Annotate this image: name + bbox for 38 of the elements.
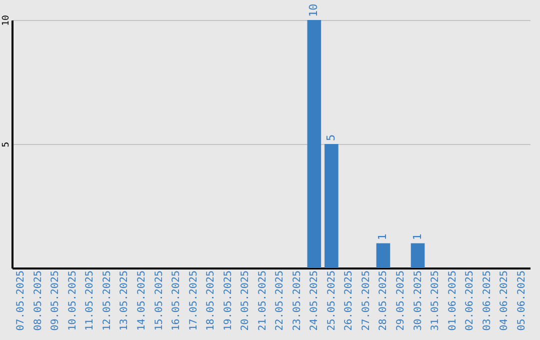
x-tick-label: 02.06.2025: [464, 270, 476, 331]
x-tick-label: 05.06.2025: [516, 270, 528, 331]
x-tick-label: 21.05.2025: [257, 270, 268, 331]
x-tick-label: 11.05.2025: [84, 270, 96, 331]
bar: [376, 243, 390, 268]
data-label: 10: [307, 4, 320, 17]
x-tick-label: 07.05.2025: [16, 270, 27, 331]
x-tick-label: 16.05.2025: [171, 270, 182, 331]
x-tick-label: 22.05.2025: [274, 270, 286, 331]
data-label: 1: [410, 234, 424, 240]
x-tick-label: 26.05.2025: [344, 270, 355, 331]
x-tick-label: 30.05.2025: [412, 270, 424, 331]
x-tick-label: 25.05.2025: [326, 270, 338, 331]
data-label: 1: [376, 234, 390, 240]
x-tick-label: 14.05.2025: [136, 270, 148, 331]
x-tick-label: 12.05.2025: [102, 270, 113, 331]
x-tick-label: 27.05.2025: [360, 270, 372, 331]
bar: [324, 144, 338, 268]
x-tick-label: 20.05.2025: [240, 270, 252, 331]
x-tick-label: 23.05.2025: [292, 270, 303, 331]
x-tick-label: 15.05.2025: [154, 270, 165, 331]
x-tick-label: 18.05.2025: [206, 270, 217, 331]
x-tick-label: 08.05.2025: [32, 270, 44, 331]
x-tick-label: 10.05.2025: [67, 270, 78, 331]
x-tick-label: 13.05.2025: [119, 270, 130, 331]
data-label: 5: [324, 134, 338, 141]
bar: [307, 20, 322, 268]
x-tick-label: 09.05.2025: [50, 270, 62, 331]
x-tick-label: 24.05.2025: [309, 270, 320, 331]
x-tick-label: 28.05.2025: [378, 270, 390, 331]
x-tick-label: 01.06.2025: [447, 270, 458, 331]
x-tick-label: 19.05.2025: [222, 270, 234, 331]
x-tick-label: 03.06.2025: [482, 270, 493, 331]
x-tick-label: 04.06.2025: [499, 270, 510, 331]
x-tick-label: 29.05.2025: [396, 270, 406, 331]
x-tick-label: 17.05.2025: [188, 270, 200, 331]
x-tick-label: 31.05.2025: [430, 270, 442, 331]
bar: [410, 243, 425, 268]
